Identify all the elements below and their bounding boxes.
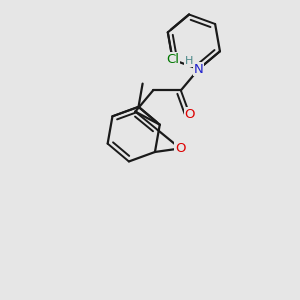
- Text: O: O: [175, 142, 185, 155]
- Text: N: N: [194, 63, 204, 76]
- Text: H: H: [185, 56, 193, 66]
- Text: O: O: [184, 108, 195, 121]
- Text: Cl: Cl: [166, 53, 179, 66]
